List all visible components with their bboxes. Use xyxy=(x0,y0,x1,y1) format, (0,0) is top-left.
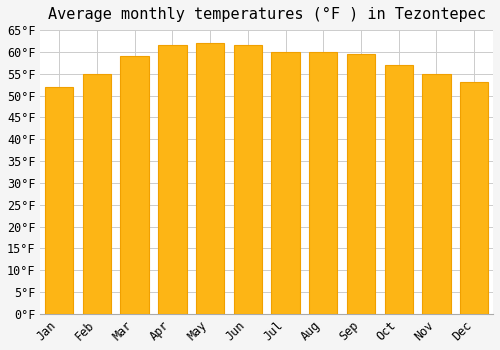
Bar xyxy=(347,54,375,314)
Bar xyxy=(158,46,186,314)
Bar xyxy=(460,83,488,314)
Bar xyxy=(384,65,413,314)
Bar xyxy=(120,56,149,314)
Bar xyxy=(272,52,299,314)
Bar xyxy=(422,74,450,314)
Bar xyxy=(196,43,224,314)
Bar xyxy=(83,74,111,314)
Bar xyxy=(45,87,74,314)
Bar xyxy=(309,52,338,314)
Bar xyxy=(234,46,262,314)
Title: Average monthly temperatures (°F ) in Tezontepec: Average monthly temperatures (°F ) in Te… xyxy=(48,7,486,22)
